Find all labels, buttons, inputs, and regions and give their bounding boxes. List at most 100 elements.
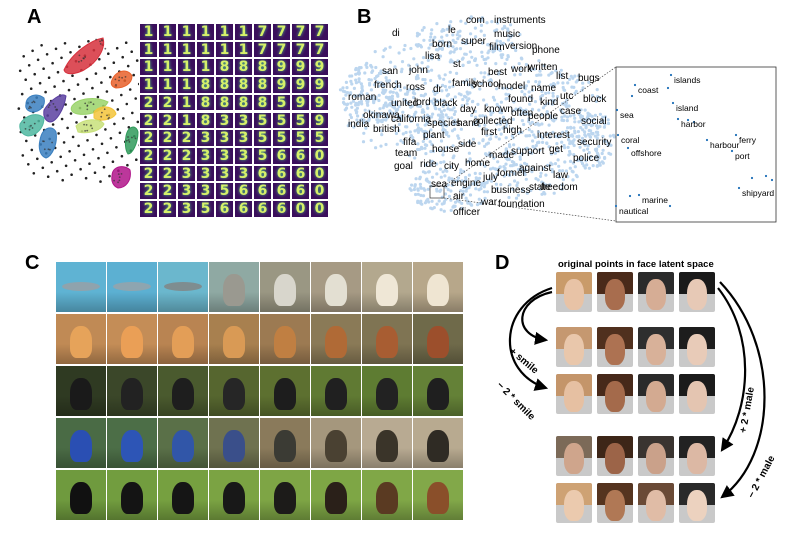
latent-sample-point bbox=[104, 47, 107, 50]
embedding-point bbox=[469, 15, 473, 19]
digit-cell: 3 bbox=[234, 129, 253, 147]
embedding-point bbox=[377, 98, 381, 103]
digit-glyph: 1 bbox=[162, 24, 173, 40]
embedding-point bbox=[501, 41, 506, 45]
embedding-point bbox=[565, 115, 570, 119]
embedding-point bbox=[461, 63, 465, 68]
embedding-point bbox=[499, 42, 503, 47]
latent-sample-point bbox=[117, 173, 120, 176]
embedding-point bbox=[353, 94, 357, 98]
embedding-point bbox=[379, 69, 383, 73]
digit-glyph: 7 bbox=[257, 24, 268, 40]
latent-sample-point bbox=[118, 79, 120, 82]
latent-sample-point bbox=[83, 123, 85, 126]
digit-cell: 5 bbox=[253, 146, 272, 165]
grid-dot bbox=[66, 126, 69, 130]
embedding-point bbox=[359, 82, 363, 86]
embedding-point bbox=[514, 107, 518, 111]
embedding-point bbox=[435, 84, 439, 88]
latent-sample-point bbox=[49, 148, 51, 151]
embedding-point bbox=[416, 123, 420, 127]
embedding-point bbox=[498, 40, 502, 44]
embedding-point bbox=[563, 146, 567, 150]
embedding-point bbox=[361, 113, 366, 117]
embedding-point bbox=[435, 99, 439, 104]
digit-glyph: 7 bbox=[295, 24, 306, 40]
digit-cell: 6 bbox=[234, 182, 253, 200]
embedding-point bbox=[426, 58, 430, 63]
embedding-point bbox=[458, 47, 463, 51]
embedding-point bbox=[438, 167, 443, 171]
embedding-point bbox=[518, 72, 522, 76]
embedding-point bbox=[505, 57, 509, 62]
embedding-point bbox=[365, 65, 369, 69]
embedding-point bbox=[516, 193, 521, 197]
digit-glyph: 1 bbox=[219, 24, 230, 40]
embedding-point bbox=[389, 60, 393, 64]
embedding-point bbox=[538, 174, 543, 178]
digit-cell: 1 bbox=[158, 40, 177, 59]
embedding-point bbox=[474, 176, 478, 180]
embedding-point bbox=[485, 21, 489, 25]
embedding-point bbox=[357, 80, 361, 84]
embedding-point bbox=[402, 48, 406, 52]
grid-dot bbox=[71, 74, 74, 77]
embedding-point bbox=[462, 193, 466, 197]
embedding-point bbox=[376, 120, 380, 124]
embedding-point bbox=[490, 20, 494, 24]
latent-sample-point bbox=[86, 104, 89, 107]
grid-dot bbox=[76, 83, 80, 86]
digit-glyph: 6 bbox=[276, 201, 287, 217]
grid-dot bbox=[22, 55, 26, 58]
digit-cell: 5 bbox=[272, 111, 291, 130]
embedding-point bbox=[532, 133, 536, 137]
embedding-point bbox=[379, 144, 383, 148]
embedding-point bbox=[415, 31, 420, 35]
embedding-point bbox=[408, 130, 412, 134]
embedding-point bbox=[577, 110, 582, 114]
embedding-point bbox=[556, 149, 561, 153]
embedding-point bbox=[542, 64, 546, 68]
embedding-point bbox=[594, 99, 599, 103]
embedding-point bbox=[553, 162, 558, 166]
digit-cell: 6 bbox=[253, 164, 272, 183]
embedding-point bbox=[482, 75, 486, 79]
embedding-point bbox=[437, 74, 441, 78]
embedding-point bbox=[498, 165, 502, 169]
latent-sample-point bbox=[23, 121, 26, 124]
embedding-point bbox=[408, 67, 412, 72]
embedding-point bbox=[484, 57, 488, 61]
embedding-point bbox=[467, 151, 471, 155]
grid-dot bbox=[20, 92, 24, 96]
digit-cell: 2 bbox=[139, 182, 158, 200]
embedding-point bbox=[397, 129, 401, 133]
grid-dot bbox=[77, 144, 80, 148]
embedding-point bbox=[413, 92, 417, 96]
embedding-point bbox=[457, 136, 461, 140]
embedding-point bbox=[465, 38, 469, 43]
grid-dot bbox=[85, 77, 89, 81]
embedding-point bbox=[437, 57, 441, 62]
embedding-point bbox=[364, 126, 368, 130]
embedding-point bbox=[509, 23, 513, 27]
embedding-point bbox=[431, 38, 435, 42]
grid-dot bbox=[64, 103, 67, 106]
embedding-point bbox=[531, 139, 535, 143]
embedding-point bbox=[482, 190, 486, 194]
embedding-point bbox=[458, 29, 462, 33]
grid-dot bbox=[60, 117, 64, 121]
embedding-point bbox=[567, 153, 571, 157]
latent-sample-point bbox=[78, 54, 81, 57]
embedding-point bbox=[529, 188, 533, 193]
digit-glyph: 2 bbox=[143, 130, 154, 147]
grid-dot bbox=[71, 135, 75, 139]
embedding-point bbox=[416, 200, 420, 205]
face-skin bbox=[563, 443, 585, 474]
embedding-point bbox=[487, 73, 491, 77]
embedding-point bbox=[426, 65, 430, 69]
grid-dot bbox=[106, 151, 109, 155]
embedding-point bbox=[576, 78, 580, 83]
embedding-point bbox=[540, 122, 544, 126]
digit-glyph: 7 bbox=[314, 41, 325, 58]
grid-dot bbox=[99, 180, 102, 183]
